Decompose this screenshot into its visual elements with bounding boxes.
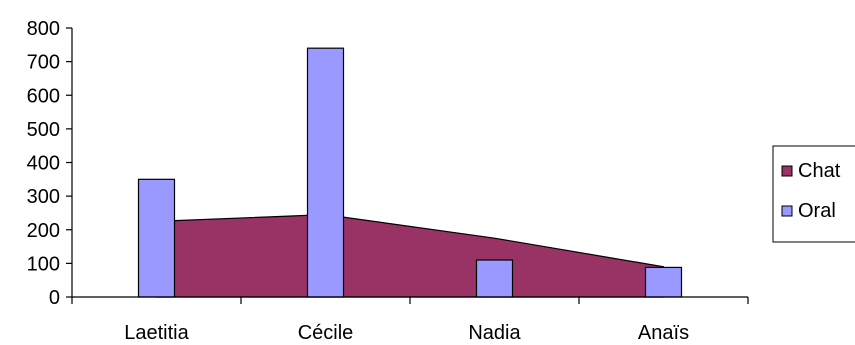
area-series-chat xyxy=(155,214,665,298)
y-tick-label-3: 300 xyxy=(27,186,60,208)
x-tick-label-0: Laetitia xyxy=(124,322,189,344)
y-tick-label-0: 0 xyxy=(49,287,60,309)
legend-swatch-chat xyxy=(781,165,793,177)
bar-oral-0 xyxy=(137,178,176,298)
y-tick-label-6: 600 xyxy=(27,85,60,107)
legend-swatch-oral xyxy=(781,205,793,217)
legend-box xyxy=(772,145,855,243)
bar-oral-3 xyxy=(644,266,683,298)
x-tick-label-2: Nadia xyxy=(468,322,521,344)
y-tick-label-4: 400 xyxy=(27,153,60,175)
x-tick-label-1: Cécile xyxy=(298,322,354,344)
x-tick-label-3: Anaïs xyxy=(638,322,689,344)
y-tick-label-8: 800 xyxy=(27,18,60,40)
legend-label-chat: Chat xyxy=(798,160,841,182)
y-tick-label-7: 700 xyxy=(27,52,60,74)
legend: Chat Oral xyxy=(772,145,855,243)
plot-area xyxy=(137,47,683,298)
axes: 0 100 200 300 400 500 600 700 800 Laetitia Cécile N… xyxy=(27,18,749,344)
y-tick-label-5: 500 xyxy=(27,119,60,141)
bar-oral-1 xyxy=(306,47,345,298)
legend-label-oral: Oral xyxy=(798,200,836,222)
bar-oral-2 xyxy=(475,259,514,298)
y-tick-label-2: 200 xyxy=(27,220,60,242)
y-tick-label-1: 100 xyxy=(27,253,60,275)
